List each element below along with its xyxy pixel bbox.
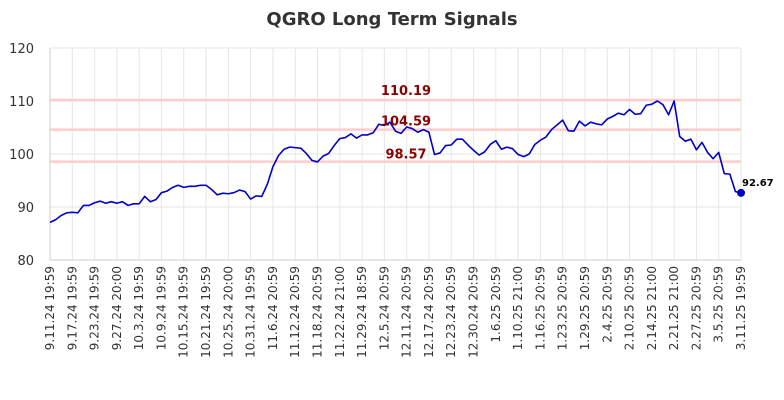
x-tick-label: 11.6.24 20:59	[266, 266, 280, 350]
y-tick-label: 110	[9, 95, 34, 110]
x-tick-label: 1.29.25 20:59	[578, 266, 592, 350]
x-tick-label: 10.9.24 19:59	[154, 266, 168, 350]
x-tick-label: 9.27.24 20:00	[110, 266, 124, 350]
x-tick-label: 3.5.25 20:59	[712, 266, 726, 343]
x-tick-label: 10.21.24 19:59	[199, 266, 213, 358]
y-tick-label: 80	[17, 254, 34, 269]
price-series	[49, 100, 745, 224]
x-tick-label: 2.14.25 21:00	[645, 266, 659, 350]
signal-label: 110.19	[381, 84, 431, 99]
x-tick-label: 12.30.24 20:59	[467, 266, 481, 358]
x-tick-label: 3.11.25 19:59	[734, 266, 748, 350]
x-tick-label: 12.11.24 20:59	[400, 266, 414, 358]
x-tick-label: 1.10.25 21:00	[511, 266, 525, 350]
y-tick-label: 100	[9, 148, 34, 163]
y-tick-label: 90	[17, 201, 34, 216]
x-tick-label: 1.6.25 20:59	[489, 266, 503, 343]
x-tick-label: 1.16.25 20:59	[533, 266, 547, 350]
x-tick-label: 11.22.24 21:00	[333, 266, 347, 358]
x-tick-label: 11.12.24 20:59	[288, 266, 302, 358]
grid	[49, 47, 742, 261]
x-tick-label: 2.4.25 20:59	[600, 266, 614, 343]
x-tick-label: 10.15.24 19:59	[177, 266, 191, 358]
x-tick-label: 11.18.24 20:59	[310, 266, 324, 358]
x-tick-label: 10.3.24 19:59	[132, 266, 146, 350]
last-point-marker	[737, 188, 745, 197]
x-tick-label: 9.17.24 19:59	[65, 266, 79, 350]
signal-label: 98.57	[385, 148, 426, 163]
series-line	[49, 100, 742, 224]
chart-title: QGRO Long Term Signals	[266, 9, 517, 30]
x-tick-label: 9.11.24 19:59	[43, 266, 57, 350]
x-tick-label: 12.17.24 20:59	[422, 266, 436, 358]
x-tick-label: 12.5.24 20:59	[377, 266, 391, 350]
signal-label: 104.59	[381, 115, 431, 130]
x-axis-ticks: 9.11.24 19:59 9.17.24 19:59 9.23.24 19:59 9…	[43, 266, 748, 358]
x-tick-label: 10.31.24 19:59	[244, 266, 258, 358]
y-tick-label: 120	[9, 42, 34, 57]
x-tick-label: 10.25.24 20:00	[221, 266, 235, 358]
x-tick-label: 1.23.25 20:59	[556, 266, 570, 350]
x-tick-label: 9.23.24 19:59	[88, 266, 102, 350]
x-tick-label: 2.10.25 20:59	[623, 266, 637, 350]
x-tick-label: 2.27.25 20:59	[689, 266, 703, 350]
x-tick-label: 11.29.24 18:59	[355, 266, 369, 358]
x-tick-label: 2.21.25 21:00	[667, 266, 681, 350]
signal-lines	[50, 98, 741, 163]
last-value-label: 92.67	[742, 178, 774, 189]
y-axis-ticks: 80 90 100 110 120	[9, 42, 34, 269]
x-tick-label: 12.23.24 20:59	[444, 266, 458, 358]
signal-labels: 110.19 104.59 98.57 92.67	[381, 84, 774, 189]
